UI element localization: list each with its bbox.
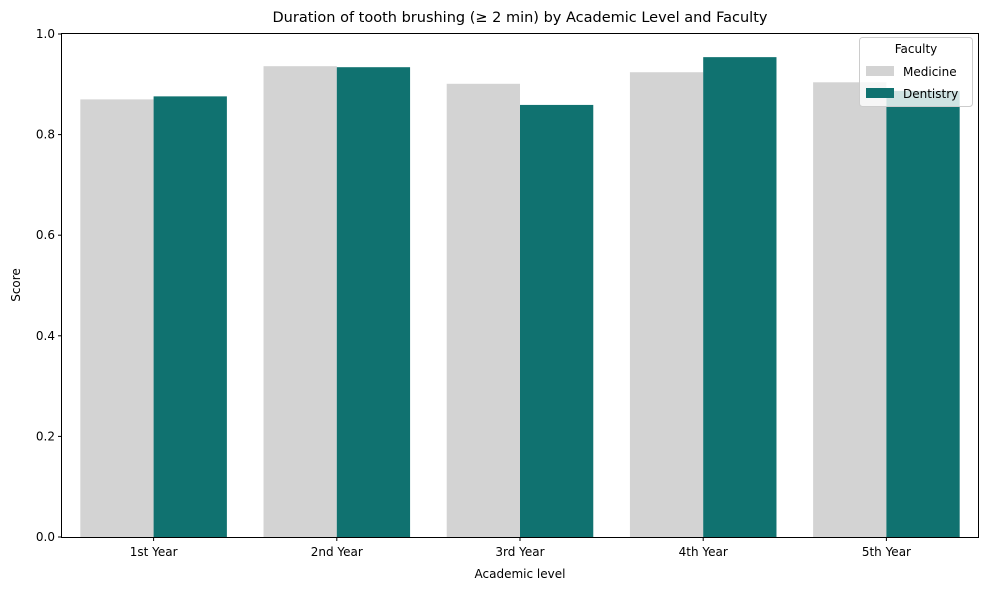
x-tick-label: 3rd Year bbox=[495, 545, 544, 559]
bars-group bbox=[80, 57, 960, 538]
legend-label-dentistry: Dentistry bbox=[903, 87, 958, 101]
y-tick-label: 0.0 bbox=[36, 530, 55, 544]
y-tick-label: 0.2 bbox=[36, 429, 55, 443]
legend-label-medicine: Medicine bbox=[903, 65, 957, 79]
bar-medicine-3rd-year bbox=[446, 83, 520, 538]
bar-medicine-4th-year bbox=[629, 72, 704, 537]
x-axis-title: Academic level bbox=[475, 567, 566, 581]
bar-medicine-1st-year bbox=[80, 99, 154, 537]
y-tick-label: 0.8 bbox=[36, 128, 55, 142]
legend: Faculty Medicine Dentistry bbox=[859, 37, 973, 107]
x-tick-label: 4th Year bbox=[679, 545, 728, 559]
x-tick-label: 1st Year bbox=[130, 545, 178, 559]
legend-swatch-dentistry bbox=[866, 88, 894, 98]
legend-swatch-medicine bbox=[866, 66, 894, 76]
x-tick-label: 2nd Year bbox=[311, 545, 363, 559]
bar-dentistry-5th-year bbox=[886, 90, 960, 537]
x-tick-label: 5th Year bbox=[862, 545, 911, 559]
y-axis-title: Score bbox=[9, 268, 23, 302]
bar-dentistry-3rd-year bbox=[520, 104, 594, 538]
y-tick-label: 0.6 bbox=[36, 228, 55, 242]
bar-dentistry-4th-year bbox=[703, 57, 777, 537]
legend-title: Faculty bbox=[895, 42, 938, 56]
y-tick-label: 1.0 bbox=[36, 27, 55, 41]
y-axis: 0.0 0.2 0.4 0.6 0.8 1.0 bbox=[36, 27, 62, 544]
bar-medicine-2nd-year bbox=[263, 66, 337, 537]
plot-frame bbox=[61, 33, 979, 538]
x-axis: 1st Year 2nd Year 3rd Year 4th Year 5th Year bbox=[130, 537, 911, 559]
bar-dentistry-2nd-year bbox=[336, 67, 411, 537]
bar-medicine-5th-year bbox=[813, 82, 887, 537]
chart-title: Duration of tooth brushing (≥ 2 min) by … bbox=[273, 10, 768, 26]
y-tick-label: 0.4 bbox=[36, 329, 55, 343]
bar-dentistry-1st-year bbox=[153, 96, 227, 538]
